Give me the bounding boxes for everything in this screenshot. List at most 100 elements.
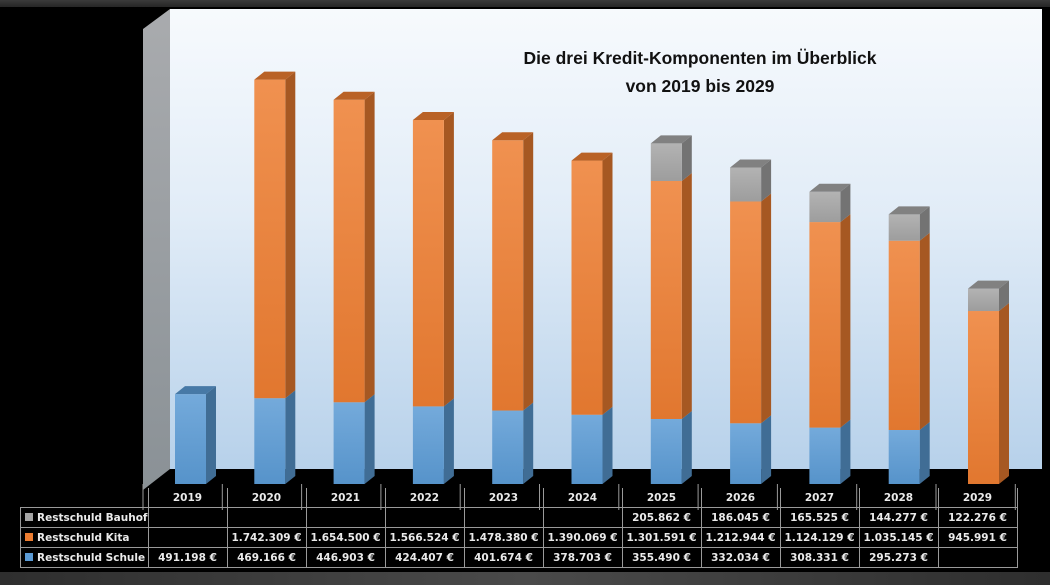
top-frame-strip <box>0 0 1050 7</box>
bar-side-face <box>840 419 851 484</box>
bar-front-face <box>888 430 920 484</box>
table-row: Restschuld Schule 491.198 €469.166 €446.9… <box>20 547 1018 568</box>
data-label: 1.478.380 € <box>463 527 544 548</box>
bar-segment-restschuld-kita <box>412 111 454 407</box>
data-label <box>147 507 228 528</box>
x-tick-label: 2027 <box>779 488 860 508</box>
bar-front-face <box>650 180 682 419</box>
bar-top-face <box>254 71 296 80</box>
x-tick-label: 2021 <box>305 488 386 508</box>
bar-front-face <box>254 79 286 399</box>
bar-side-face <box>919 232 930 431</box>
data-label <box>147 527 228 548</box>
x-tick-label: 2029 <box>937 488 1018 508</box>
bar-front-face <box>650 418 682 484</box>
legend-marker-icon <box>25 512 33 521</box>
bar-top-face <box>888 206 930 215</box>
bar-front-face <box>968 311 999 484</box>
bar-side-face <box>761 159 772 202</box>
bar-front-face <box>888 240 920 431</box>
bar-segment-restschuld-bauhof <box>730 159 772 202</box>
data-label: 308.331 € <box>779 547 860 568</box>
data-label: 355.490 € <box>621 547 702 568</box>
bar-top-face <box>571 152 613 161</box>
bar-front-face <box>412 119 444 407</box>
data-label: 1.566.524 € <box>384 527 465 548</box>
table-corner-cell <box>20 488 149 508</box>
bar-side-face <box>523 132 534 411</box>
bar-front-face <box>333 99 365 403</box>
data-label: 469.166 € <box>226 547 307 568</box>
bar-segment-restschuld-schule <box>412 398 454 484</box>
bar-segment-restschuld-bauhof <box>650 135 692 181</box>
bar-front-face <box>333 402 365 484</box>
data-label: 1.035.145 € <box>858 527 939 548</box>
data-label: 1.124.129 € <box>779 527 860 548</box>
bar-segment-restschuld-kita <box>968 303 1009 484</box>
legend-entry: Restschuld Kita <box>20 527 149 548</box>
bar-top-face <box>333 91 375 100</box>
data-label: 186.045 € <box>700 507 781 528</box>
bar-side-face <box>285 71 296 399</box>
bar-top-face <box>968 280 1009 289</box>
chart-subtitle: von 2019 bis 2029 <box>625 76 775 96</box>
legend-entry: Restschuld Schule <box>20 547 149 568</box>
bar-segment-restschuld-bauhof <box>888 206 930 241</box>
bar-front-face <box>809 222 841 428</box>
data-label <box>226 507 307 528</box>
bar-front-face <box>571 414 603 484</box>
data-label <box>542 507 623 528</box>
bar-side-face <box>206 386 216 484</box>
data-label: 295.273 € <box>858 547 939 568</box>
legend-marker-icon <box>25 552 33 561</box>
data-table: 2019 2020 2021 2022 2023 2024 2025 2026 2027 2028… <box>20 488 1018 568</box>
bar-front-face <box>650 143 682 181</box>
x-tick-label: 2024 <box>542 488 623 508</box>
side-wall <box>143 9 170 490</box>
table-header-row: 2019 2020 2021 2022 2023 2024 2025 2026 2027 2028… <box>20 488 1018 508</box>
chart-title-block: Die drei Kredit-Komponenten im Überblick… <box>460 44 940 100</box>
bar-segment-restschuld-schule <box>254 390 296 484</box>
bar-segment-restschuld-kita <box>571 152 613 415</box>
bar-segment-restschuld-schule <box>333 394 375 484</box>
x-tick-label: 2019 <box>147 488 228 508</box>
bar-front-face <box>412 406 444 484</box>
bar-side-face <box>681 135 692 181</box>
bar-front-face <box>809 427 841 484</box>
bar-side-face <box>761 415 772 484</box>
bar-side-face <box>602 406 613 484</box>
x-tick-label: 2020 <box>226 488 307 508</box>
bar-front-face <box>254 398 286 484</box>
data-label: 378.703 € <box>542 547 623 568</box>
data-label <box>463 507 544 528</box>
bar-segment-restschuld-bauhof <box>968 280 1009 312</box>
bar-side-face <box>602 152 613 415</box>
data-label: 945.991 € <box>937 527 1018 548</box>
data-label: 165.525 € <box>779 507 860 528</box>
data-label: 401.674 € <box>463 547 544 568</box>
bar-side-face <box>681 172 692 419</box>
data-label: 122.276 € <box>937 507 1018 528</box>
bar-front-face <box>175 394 206 484</box>
data-label: 424.407 € <box>384 547 465 568</box>
bar-segment-restschuld-kita <box>254 71 296 399</box>
bar-segment-restschuld-schule <box>175 386 216 484</box>
data-label <box>305 507 386 528</box>
table-row: Restschuld Bauhof 205.862 €186.045 €165.5… <box>20 507 1018 528</box>
x-tick-label: 2022 <box>384 488 465 508</box>
bar-segment-restschuld-schule <box>571 406 613 484</box>
data-label: 491.198 € <box>147 547 228 568</box>
bar-side-face <box>761 193 772 424</box>
data-label: 332.034 € <box>700 547 781 568</box>
bar-segment-restschuld-schule <box>888 422 930 484</box>
x-tick-label: 2026 <box>700 488 781 508</box>
bar-top-face <box>492 132 534 141</box>
x-tick-label: 2023 <box>463 488 544 508</box>
bar-segment-restschuld-kita <box>492 132 534 411</box>
data-label: 1.390.069 € <box>542 527 623 548</box>
bar-front-face <box>571 160 603 415</box>
data-label: 1.212.944 € <box>700 527 781 548</box>
bar-front-face <box>492 410 524 484</box>
bar-side-face <box>999 303 1009 484</box>
